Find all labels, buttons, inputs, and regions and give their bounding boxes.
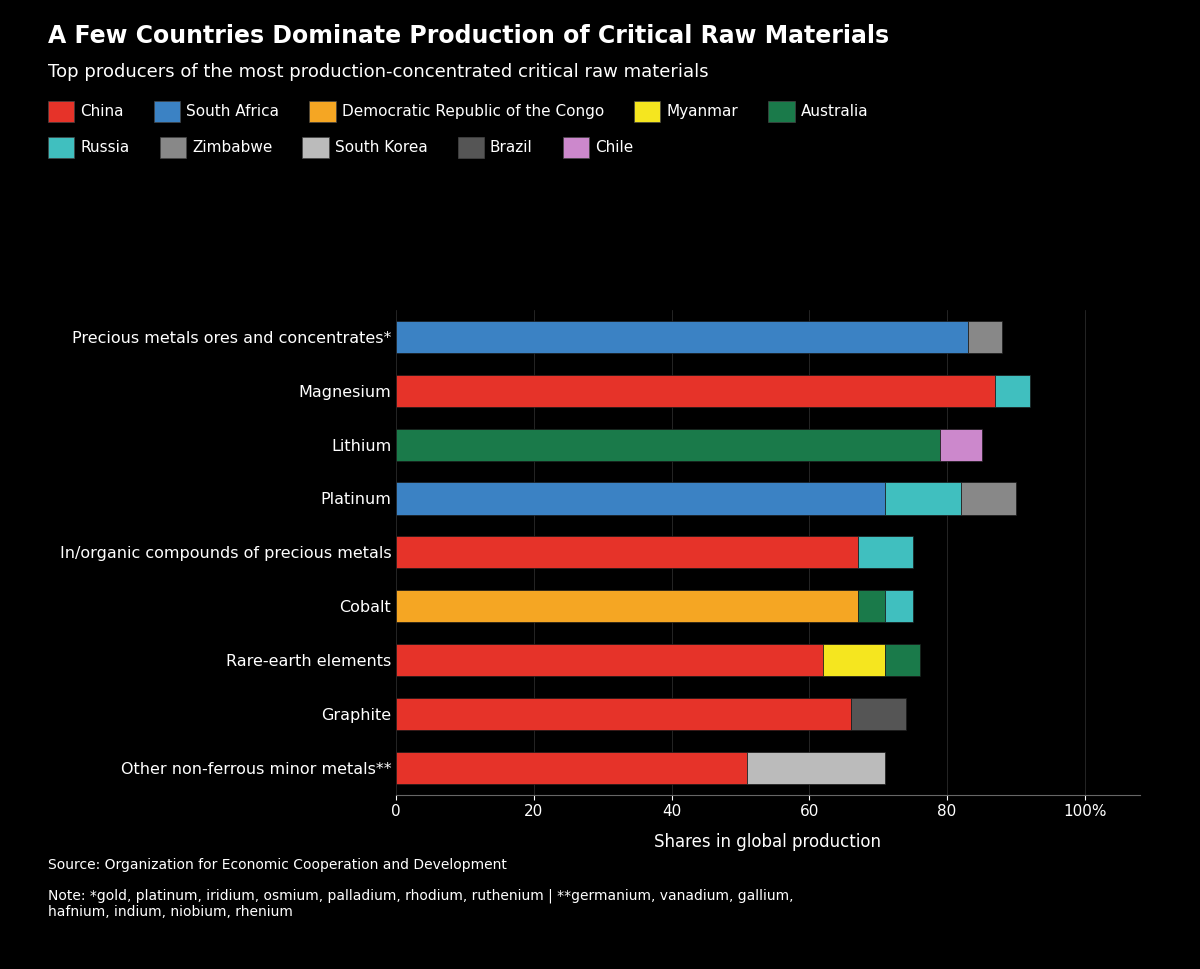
Text: South Korea: South Korea: [335, 140, 427, 155]
Bar: [941, 428, 982, 461]
Text: Note: *gold, platinum, iridium, osmium, palladium, rhodium, ruthenium | **german: Note: *gold, platinum, iridium, osmium, …: [48, 889, 793, 920]
Text: Top producers of the most production-concentrated critical raw materials: Top producers of the most production-con…: [48, 63, 709, 81]
Text: Myanmar: Myanmar: [666, 104, 738, 119]
Bar: [858, 536, 913, 569]
Text: Chile: Chile: [595, 140, 634, 155]
Text: Australia: Australia: [800, 104, 868, 119]
Bar: [823, 643, 886, 676]
Text: A Few Countries Dominate Production of Critical Raw Materials: A Few Countries Dominate Production of C…: [48, 24, 889, 48]
Bar: [967, 321, 1002, 353]
Bar: [396, 483, 886, 515]
Bar: [886, 590, 913, 622]
Bar: [961, 483, 1016, 515]
Bar: [396, 428, 941, 461]
Bar: [396, 536, 858, 569]
Bar: [396, 643, 823, 676]
X-axis label: Shares in global production: Shares in global production: [654, 833, 882, 851]
Text: Democratic Republic of the Congo: Democratic Republic of the Congo: [342, 104, 604, 119]
Text: China: China: [80, 104, 124, 119]
Text: Brazil: Brazil: [490, 140, 533, 155]
Bar: [851, 698, 906, 730]
Bar: [858, 590, 886, 622]
Bar: [748, 752, 886, 784]
Bar: [396, 590, 858, 622]
Bar: [396, 375, 995, 407]
Text: Source: Organization for Economic Cooperation and Development: Source: Organization for Economic Cooper…: [48, 858, 506, 871]
Text: Zimbabwe: Zimbabwe: [192, 140, 272, 155]
Bar: [396, 752, 748, 784]
Text: Russia: Russia: [80, 140, 130, 155]
Bar: [886, 643, 919, 676]
Bar: [396, 321, 967, 353]
Text: South Africa: South Africa: [186, 104, 280, 119]
Bar: [396, 698, 851, 730]
Bar: [886, 483, 961, 515]
Bar: [995, 375, 1030, 407]
